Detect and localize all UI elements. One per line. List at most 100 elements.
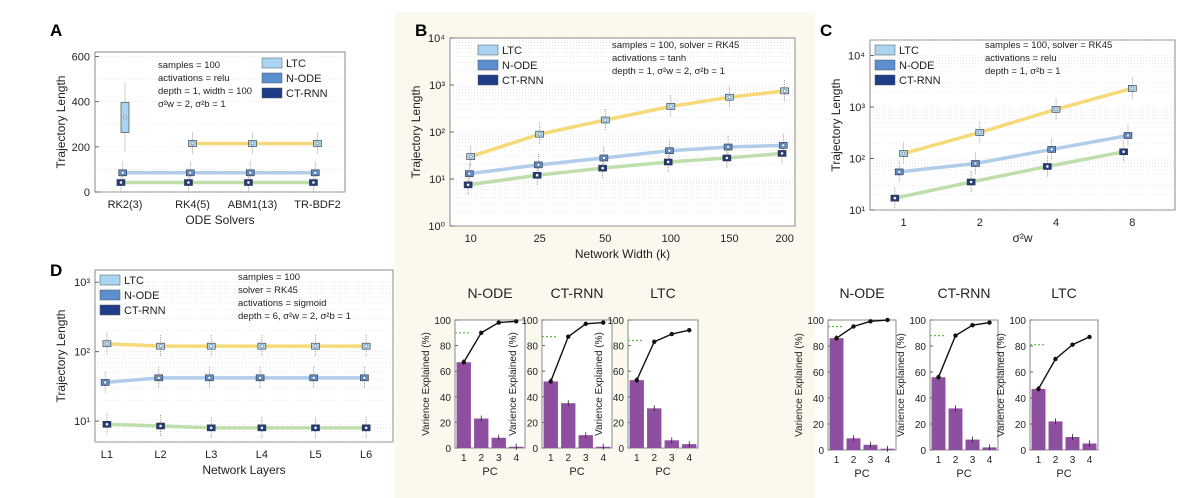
panel-c-y-tick-label: 10³ bbox=[849, 102, 865, 114]
panel-b-y-tick-label: 10³ bbox=[429, 80, 445, 92]
panel-a-median-dot bbox=[311, 180, 316, 185]
pca-panel-5-y-tick-label: 100 bbox=[909, 316, 926, 327]
panel-c-median-dot bbox=[893, 196, 897, 200]
panel-c-legend-swatch bbox=[874, 59, 896, 71]
pca-panel-6-x-tick-label: 4 bbox=[1087, 455, 1093, 466]
panel-a-legend-label: LTC bbox=[286, 58, 306, 70]
pca-panel-4-y-tick-label: 0 bbox=[818, 446, 824, 457]
panel-d-median-dot bbox=[260, 426, 264, 430]
panel-d-trend-0 bbox=[105, 342, 368, 348]
pca-panel-4-cumulative-point bbox=[834, 336, 839, 341]
pca-panel-6-y-axis-label: Varience Explained (%) bbox=[996, 333, 1007, 437]
pca-panel-3-y-tick-label: 40 bbox=[613, 393, 625, 404]
panel-a-x-tick-label: ABM1(13) bbox=[228, 199, 278, 211]
panel-c-median-dot bbox=[1121, 150, 1126, 154]
panel-d-median-dot bbox=[105, 342, 109, 346]
panel-d-y-axis-label: Trajectory Length bbox=[54, 310, 68, 403]
pca-panel-3-cumulative-point bbox=[669, 331, 674, 337]
pca-panel-1-x-tick-label: 2 bbox=[478, 453, 484, 464]
pca-panel-2-x-tick-label: 2 bbox=[565, 453, 571, 464]
pca-panel-4-bar bbox=[829, 338, 844, 450]
pca-panel-4-y-tick-label: 40 bbox=[813, 394, 825, 405]
panel-d-median-dot bbox=[158, 424, 163, 428]
panel-d-annotation-line: depth = 6, σ²w = 2, σ²b = 1 bbox=[238, 311, 351, 322]
panel-c-legend-swatch bbox=[874, 44, 896, 56]
pca-panel-3-y-tick-label: 60 bbox=[613, 367, 625, 378]
pca-panel-2-y-tick-label: 20 bbox=[527, 418, 539, 429]
panel-c-trend-2 bbox=[893, 150, 1126, 200]
panel-b-median-dot bbox=[725, 156, 729, 160]
pca-panel-4-x-tick-label: 1 bbox=[834, 455, 840, 466]
pca-panel-3-bar bbox=[647, 408, 662, 448]
pca-panel-3-x-tick-label: 4 bbox=[686, 453, 692, 464]
pca-panel-1-cumulative-point bbox=[461, 360, 466, 365]
panel-b-x-tick-label: 150 bbox=[720, 233, 738, 245]
panel-d-median-dot bbox=[312, 376, 316, 380]
panel-d-x-tick-label: L5 bbox=[309, 449, 321, 461]
pca-panel-1-cumulative-line bbox=[463, 320, 517, 363]
pca-panel-4-cumulative-point bbox=[868, 319, 873, 324]
panel-d-y-tick-label: 10² bbox=[74, 347, 90, 359]
pca-panel-3-cumulative-line bbox=[636, 329, 690, 381]
panel-d-median-dot bbox=[364, 426, 368, 430]
panel-c-axes bbox=[869, 39, 1176, 211]
pca-panel-2-title: CT-RNN bbox=[551, 285, 604, 301]
panel-a-median-dot bbox=[121, 171, 125, 175]
panel-a-median-dot bbox=[246, 180, 251, 185]
panel-a-x-axis-label: ODE Solvers bbox=[185, 213, 254, 227]
pca-panel-1-y-tick-label: 80 bbox=[440, 342, 452, 353]
pca-panel-2-y-tick-label: 60 bbox=[527, 367, 539, 378]
pca-panel-5-bar bbox=[948, 408, 963, 450]
panel-c-trend-1 bbox=[897, 133, 1130, 174]
pca-panel-5-x-axis-label: PC bbox=[956, 468, 971, 480]
pca-panel-3-x-tick-label: 3 bbox=[669, 453, 675, 464]
pca-panel-6-bar bbox=[1031, 388, 1046, 450]
panel-d-x-tick-label: L1 bbox=[101, 449, 113, 461]
panel-d-median-dot bbox=[157, 376, 161, 380]
panel-a-y-tick-label: 200 bbox=[72, 142, 90, 154]
panel-d-annotation-line: samples = 100 bbox=[238, 272, 300, 283]
panel-b-median-dot bbox=[538, 132, 542, 136]
pca-panel-1-y-tick-label: 0 bbox=[445, 444, 451, 455]
panel-c-legend-label: N-ODE bbox=[899, 60, 934, 72]
pca-panel-1-y-tick-label: 20 bbox=[440, 418, 452, 429]
panel-a-median-dot bbox=[190, 141, 195, 146]
panel-c-y-tick-label: 10¹ bbox=[849, 205, 865, 217]
pca-panel-5-cumulative-line bbox=[937, 321, 990, 378]
pca-panel-2-x-tick-label: 1 bbox=[548, 453, 554, 464]
pca-panel-6-x-tick-label: 3 bbox=[1070, 455, 1076, 466]
panel-d-median-dot bbox=[158, 344, 163, 348]
pca-panel-3-cumulative-point bbox=[652, 339, 657, 344]
pca-panel-6-cumulative-line bbox=[1037, 336, 1090, 390]
panel-d-x-tick-label: L6 bbox=[360, 449, 372, 461]
pca-panel-6-y-tick-label: 0 bbox=[1020, 446, 1026, 457]
pca-panel-2-y-tick-label: 0 bbox=[532, 444, 538, 455]
pca-panel-5-x-tick-label: 1 bbox=[936, 455, 942, 466]
pca-panel-3-y-tick-label: 0 bbox=[618, 444, 624, 455]
panel-b-median-dot bbox=[535, 173, 539, 177]
panel-a-legend-swatch bbox=[261, 57, 283, 69]
pca-panel-1-bar bbox=[474, 418, 489, 448]
panel-b-y-tick-label: 10¹ bbox=[429, 174, 445, 186]
panel-b-legend-swatch bbox=[477, 74, 499, 86]
panel-d-median-dot bbox=[313, 426, 318, 430]
pca-panel-1-x-axis-label: PC bbox=[482, 466, 497, 478]
panel-d-annotation-line: activations = sigmoid bbox=[238, 298, 326, 309]
pca-panel-1-title: N-ODE bbox=[467, 285, 512, 301]
pca-panel-5-y-axis-label: Varience Explained (%) bbox=[896, 333, 907, 437]
panel-a-median-dot bbox=[188, 171, 192, 175]
pca-panel-1-bar bbox=[456, 362, 471, 448]
panel-b-trend-0 bbox=[468, 89, 787, 159]
pca-panel-6-cumulative-point bbox=[1070, 342, 1075, 347]
pca-panel-5-cumulative-point bbox=[987, 320, 992, 325]
pca-panel-5-x-tick-label: 3 bbox=[970, 455, 976, 466]
panel-c-x-tick-label: 8 bbox=[1129, 217, 1135, 229]
pca-panel-2-y-tick-label: 100 bbox=[521, 316, 538, 327]
panel-c-median-dot bbox=[973, 161, 978, 166]
panel-a-legend-swatch bbox=[261, 87, 283, 99]
pca-panel-6-title: LTC bbox=[1051, 285, 1076, 301]
pca-panel-2-y-axis-label: Varience Explained (%) bbox=[508, 332, 519, 436]
pca-panel-5-y-tick-label: 60 bbox=[915, 368, 927, 379]
pca-panel-4-y-tick-label: 80 bbox=[813, 342, 825, 353]
panel-b-x-tick-label: 50 bbox=[599, 233, 611, 245]
